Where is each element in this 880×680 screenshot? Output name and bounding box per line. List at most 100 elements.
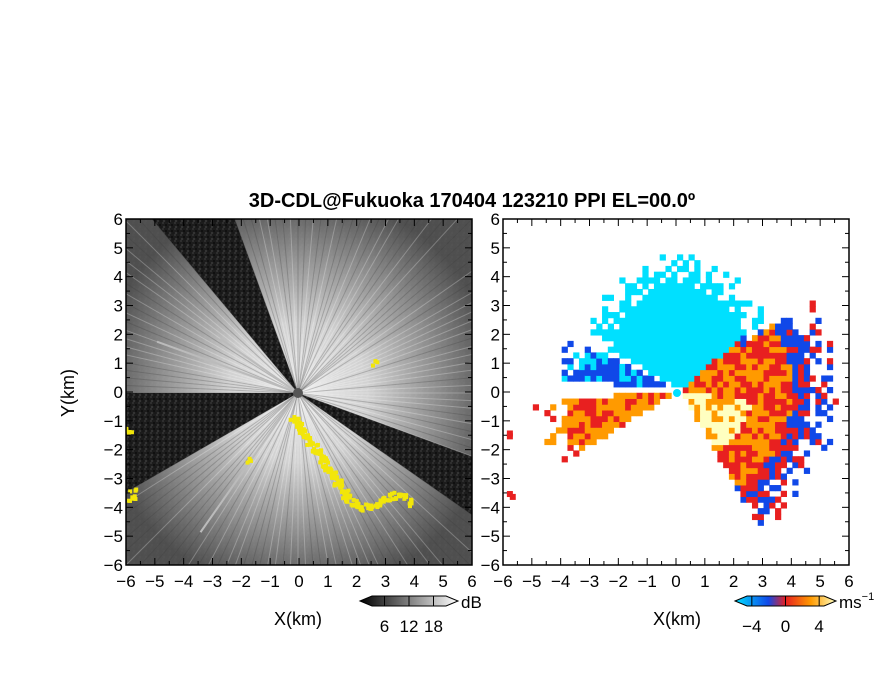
velocity-cell [602, 352, 609, 359]
y-tick-label: −4 [481, 498, 500, 517]
velocity-cell [734, 467, 741, 474]
velocity-cell [746, 340, 753, 348]
velocity-cell [711, 415, 718, 423]
yellow-echo [407, 501, 412, 506]
velocity-cell [826, 346, 834, 353]
velocity-cell [607, 329, 614, 336]
velocity-cell [798, 456, 805, 463]
velocity-cell [682, 392, 689, 399]
velocity-cell [746, 381, 753, 388]
velocity-cell [746, 490, 753, 497]
velocity-cell [815, 387, 822, 394]
velocity-cell [775, 340, 782, 348]
velocity-cell [700, 352, 707, 359]
velocity-cell [786, 410, 793, 417]
velocity-cell [682, 277, 689, 284]
velocity-cell [723, 404, 730, 411]
velocity-cell [659, 323, 666, 330]
velocity-cell [769, 473, 776, 480]
velocity-cell [561, 375, 568, 382]
velocity-cell [746, 392, 753, 399]
yellow-echo [292, 418, 297, 423]
velocity-cell [653, 352, 661, 359]
velocity-cell [740, 456, 747, 463]
y-tick-label: −3 [481, 470, 500, 489]
velocity-cell [821, 444, 828, 451]
velocity-cell [826, 438, 834, 446]
velocity-cell [682, 375, 689, 382]
velocity-cell [688, 294, 695, 301]
velocity-cell [723, 306, 730, 313]
velocity-cell [607, 323, 614, 330]
velocity-cell [775, 387, 782, 394]
velocity-cell [653, 323, 661, 330]
velocity-cell [757, 392, 764, 399]
yellow-echo [305, 442, 310, 447]
velocity-cell [751, 456, 759, 463]
velocity-cell [625, 283, 632, 290]
x-tick-label: 0 [294, 572, 303, 591]
radial-ray [297, 219, 338, 394]
velocity-cell [648, 306, 655, 313]
velocity-cell [711, 300, 718, 307]
velocity-cell [717, 369, 724, 376]
velocity-cell [769, 398, 776, 405]
velocity-cell [671, 323, 678, 330]
yellow-echo [295, 424, 300, 429]
velocity-cell [740, 479, 747, 486]
velocity-cell [775, 496, 782, 503]
velocity-cell [757, 421, 764, 428]
x-tick-label: 3 [381, 572, 390, 591]
velocity-cell [746, 444, 753, 451]
velocity-cell [711, 387, 718, 394]
velocity-cell [630, 323, 638, 330]
velocity-cell [619, 277, 626, 284]
yellow-echo [354, 504, 359, 509]
velocity-cell [728, 444, 736, 451]
velocity-cell [573, 352, 580, 359]
velocity-cell [596, 433, 603, 440]
velocity-cell [590, 404, 597, 411]
yellow-echo [131, 496, 136, 501]
radial-ray [297, 392, 472, 433]
y-tick-label: −5 [104, 527, 123, 546]
velocity-cell [602, 363, 609, 371]
velocity-cell [648, 323, 655, 330]
velocity-cell [682, 323, 689, 330]
velocity-cell [803, 335, 811, 342]
velocity-cell [792, 352, 799, 359]
velocity-cell [821, 398, 828, 405]
velocity-cell [544, 410, 551, 417]
radial-ray [126, 392, 299, 552]
velocity-cell [596, 398, 603, 405]
velocity-cell [734, 415, 741, 423]
x-tick-label: 3 [758, 572, 767, 591]
velocity-cell [763, 358, 770, 365]
velocity-cell [763, 473, 770, 480]
velocity-cell [659, 294, 666, 301]
radial-ray [258, 219, 299, 394]
velocity-cell [682, 300, 689, 307]
velocity-cell [677, 358, 684, 365]
velocity-cell [780, 381, 787, 388]
velocity-cell [792, 404, 799, 411]
velocity-cell [677, 346, 684, 353]
velocity-cell [803, 433, 811, 440]
velocity-cell [659, 300, 666, 307]
velocity-cell [746, 427, 753, 434]
velocity-cell [705, 363, 713, 371]
velocity-cell [659, 346, 666, 353]
velocity-cell [688, 323, 695, 330]
x-tick-label: −2 [609, 572, 628, 591]
velocity-cell [728, 415, 736, 423]
x-tick-label: −1 [260, 572, 279, 591]
radial-ray [297, 219, 362, 394]
velocity-cell [826, 387, 834, 394]
yellow-echo [334, 470, 339, 475]
velocity-cell [630, 398, 638, 405]
velocity-cell [815, 438, 822, 446]
velocity-cell [717, 283, 724, 290]
velocity-cell [786, 450, 793, 457]
velocity-cell [625, 392, 632, 399]
